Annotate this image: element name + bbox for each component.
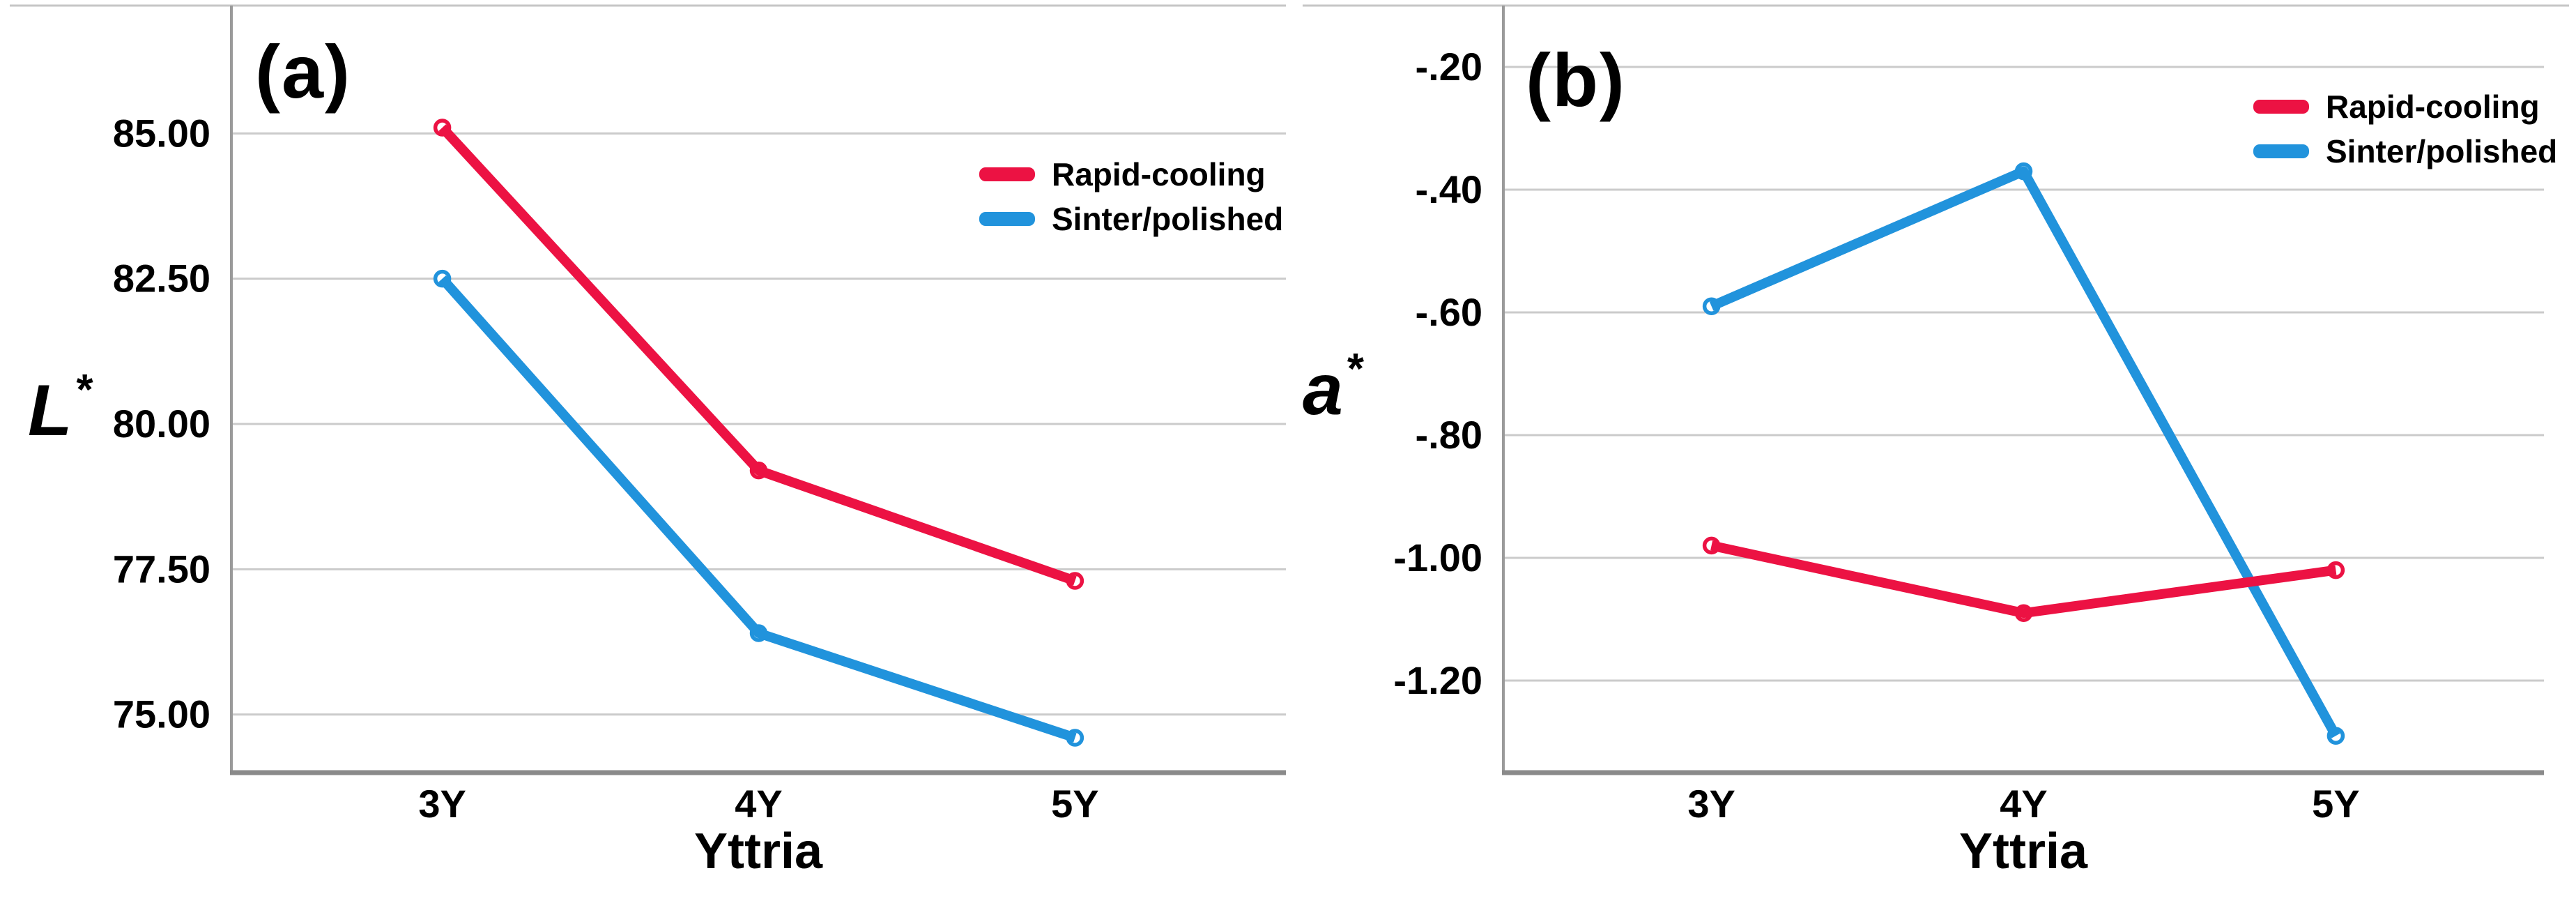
chart-panel-a: 85.00 82.50 80.00 77.50 75.00 3Y 4Y 5Y (a) L* Y… — [10, 4, 1286, 879]
x-tick-label: 3Y — [418, 782, 466, 826]
legend-label: Sinter/polished — [1052, 201, 1284, 237]
y-tick-label: 75.00 — [113, 692, 210, 736]
y-axis-title: a* — [1303, 344, 1364, 432]
series-line-sinter-polished — [438, 275, 1077, 743]
legend-item: Sinter/polished — [979, 197, 1283, 241]
line-chart-a: 85.00 82.50 80.00 77.50 75.00 3Y 4Y 5Y — [10, 4, 1286, 826]
line-chart-b: -.20 -.40 -.60 -.80 -1.00 -1.20 3Y 4Y 5Y — [1303, 4, 2569, 826]
y-tick-label: 82.50 — [113, 257, 210, 301]
legend-label: Sinter/polished — [2326, 133, 2558, 169]
series-line-rapid-cooling — [1710, 540, 2337, 619]
x-tick-label: 5Y — [2312, 782, 2360, 826]
legend-item: Rapid-cooling — [2253, 84, 2557, 129]
chart-panel-b: -.20 -.40 -.60 -.80 -1.00 -1.20 3Y 4Y 5Y (b) a* … — [1293, 0, 2576, 910]
x-tick-label: 3Y — [1687, 782, 1735, 826]
series-line-sinter-polished — [1709, 166, 2340, 738]
y-axis-title-superscript: * — [76, 366, 93, 414]
y-tick-label: -.60 — [1416, 290, 1483, 334]
x-tick-label: 4Y — [2000, 782, 2048, 826]
x-axis-title: Yttria — [693, 824, 823, 879]
series-line-rapid-cooling — [438, 124, 1077, 586]
legend-swatch-sinter-polished — [979, 212, 1035, 226]
y-axis-title: L* — [28, 365, 93, 453]
legend-swatch-sinter-polished — [2253, 144, 2309, 158]
y-tick-label: 77.50 — [113, 547, 210, 591]
legend: Rapid-cooling Sinter/polished — [979, 152, 1283, 241]
legend-label: Rapid-cooling — [2326, 89, 2540, 125]
x-tick-label: 5Y — [1051, 782, 1099, 826]
legend-item: Rapid-cooling — [979, 152, 1283, 197]
x-tick-label: 4Y — [735, 782, 783, 826]
y-tick-label: 80.00 — [113, 402, 210, 446]
y-tick-label: -.80 — [1416, 413, 1483, 457]
x-axis-title: Yttria — [1958, 824, 2088, 879]
y-axis-title-text: a — [1303, 349, 1343, 430]
y-tick-label: -.20 — [1416, 45, 1483, 89]
legend-swatch-rapid-cooling — [2253, 100, 2309, 114]
legend-swatch-rapid-cooling — [979, 167, 1035, 181]
legend: Rapid-cooling Sinter/polished — [2253, 84, 2557, 174]
y-tick-label: -1.20 — [1393, 658, 1482, 702]
y-tick-label: 85.00 — [113, 111, 210, 155]
y-tick-label: -1.00 — [1393, 536, 1482, 579]
y-axis-title-superscript: * — [1347, 345, 1364, 393]
legend-label: Rapid-cooling — [1052, 156, 1266, 192]
y-tick-label: -.40 — [1416, 167, 1483, 211]
panel-label: (b) — [1526, 38, 1626, 122]
panel-label: (a) — [255, 29, 351, 114]
legend-item: Sinter/polished — [2253, 129, 2557, 174]
y-axis-title-text: L — [28, 370, 72, 451]
